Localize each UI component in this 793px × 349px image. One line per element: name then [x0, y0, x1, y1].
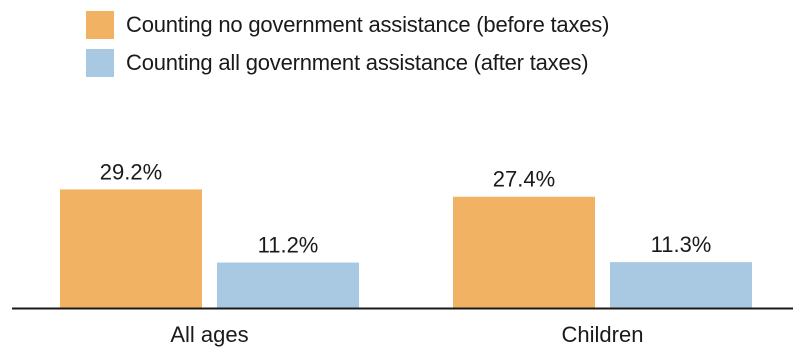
legend-swatch-after-taxes [86, 49, 114, 77]
bar-1-1 [610, 262, 752, 308]
bar-0-1 [217, 262, 359, 308]
legend-item-after-taxes: Counting all government assistance (afte… [86, 44, 609, 82]
data-label-1-1: 11.3% [651, 232, 712, 257]
legend-item-before-taxes: Counting no government assistance (befor… [86, 6, 609, 44]
category-label-0: All ages [170, 322, 248, 347]
data-label-0-0: 29.2% [100, 159, 162, 184]
legend-swatch-before-taxes [86, 11, 114, 39]
bar-0-0 [60, 189, 202, 308]
data-label-0-1: 11.2% [258, 233, 319, 258]
bar-1-0 [453, 196, 595, 308]
category-label-1: Children [562, 322, 644, 347]
legend: Counting no government assistance (befor… [86, 6, 609, 82]
legend-label-after-taxes: Counting all government assistance (afte… [126, 50, 589, 75]
legend-label-before-taxes: Counting no government assistance (befor… [126, 12, 610, 37]
data-label-1-0: 27.4% [493, 167, 555, 192]
